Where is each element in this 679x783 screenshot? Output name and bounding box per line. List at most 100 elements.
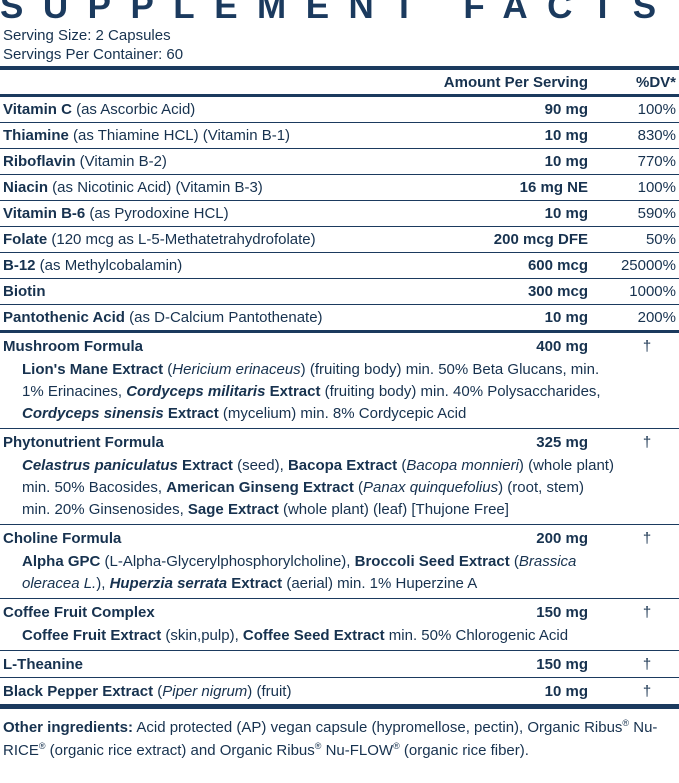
text-segment: ), [96,575,110,592]
text-segment: Cordyceps sinensis [22,405,164,422]
text-segment: Biotin [3,283,46,300]
text-segment: Bacopa monnieri [406,457,519,474]
text-segment: Phytonutrient Formula [3,433,164,451]
amount: 10 mg [544,309,588,326]
nutrient-name: Folate (120 mcg as L-5-Methatetrahydrofo… [0,231,388,248]
vitamin-rows: Vitamin C (as Ascorbic Acid) 90 mg 100% Thi… [0,97,679,333]
text-segment: Other ingredients: [3,719,134,736]
description-line: oleracea L.), Huperzia serrata Extract (… [22,573,679,595]
blend: Choline Formula 200 mg † Alpha GPC (L-Alpha… [0,525,679,599]
daily-value: 830% [637,127,676,144]
text-segment: (Vitamin B-2) [75,153,167,170]
nutrient-name: B-12 (as Methylcobalamin) [0,257,388,274]
text-segment: min. 50% Chlorogenic Acid [384,627,569,644]
nutrient-name: Black Pepper Extract (Piper nigrum) (fru… [0,683,388,700]
blend: Coffee Fruit Complex 150 mg † Coffee Fruit … [0,599,679,651]
amount: 90 mg [544,101,588,118]
text-segment: Coffee Fruit Extract [22,627,162,644]
nutrient-row: Phytonutrient Formula 325 mg † [0,429,679,455]
nutrient-name: Biotin [0,283,388,300]
nutrient-row: Niacin (as Nicotinic Acid) (Vitamin B-3)… [0,175,679,201]
text-segment: ( [353,479,363,496]
nutrient-name: Niacin (as Nicotinic Acid) (Vitamin B-3) [0,179,388,196]
nutrient-row: Vitamin C (as Ascorbic Acid) 90 mg 100% [0,97,679,123]
blend-description: Coffee Fruit Extract (skin,pulp), Coffee… [0,625,679,650]
nutrient-row: Coffee Fruit Complex 150 mg † [0,599,679,625]
text-segment: Acid protected (AP) vegan capsule (hypro… [133,719,623,736]
text-segment: Bacopa Extract [287,457,398,474]
blend-description: Lion's Mane Extract (Hericium erinaceus)… [0,359,679,428]
text-segment: Panax quinquefolius [363,479,499,496]
amount: 600 mcg [527,257,588,274]
text-segment: (whole plant) (leaf) [Thujone Free] [278,501,509,518]
text-segment: 1% Erinacines, [22,383,127,400]
blend-description: Alpha GPC (L-Alpha-Glycerylphosphorylcho… [0,551,679,598]
daily-value: 590% [637,205,676,222]
text-segment: Extract [177,457,233,474]
text-segment: ® [622,718,630,728]
amount: 300 mcg [527,283,588,300]
text-segment: Hericium erinaceus [172,361,301,378]
text-segment: (as Nicotinic Acid) (Vitamin B-3) [48,179,263,196]
text-segment: Choline Formula [3,529,122,547]
text-segment: (mycelium) min. 8% Cordycepic Acid [218,405,467,422]
text-segment: min. 20% Ginsenosides, [22,501,188,518]
nutrient-name: L-Theanine [0,656,388,673]
text-segment: oleracea L. [22,575,97,592]
blend: Mushroom Formula 400 mg † Lion's Mane Extra… [0,333,679,429]
text-segment: min. 50% Bacosides, [22,479,167,496]
text-segment: ( [397,457,407,474]
text-segment: ) (root, stem) [498,479,584,496]
text-segment: (fruiting body) min. 40% Polysaccharides… [320,383,601,400]
description-line: min. 20% Ginsenosides, Sage Extract (who… [22,499,679,521]
text-segment: Nu- [629,719,658,736]
text-segment: Mushroom Formula [3,337,144,355]
text-segment: Coffee Seed Extract [242,627,385,644]
description-line: min. 50% Bacosides, American Ginseng Ext… [22,477,679,499]
text-segment: Vitamin C [3,101,72,118]
text-segment: American Ginseng Extract [166,479,354,496]
nutrient-row: Vitamin B-6 (as Pyrodoxine HCL) 10 mg 590% [0,201,679,227]
text-segment: (120 mcg as L-5-Methatetrahydrofolate) [47,231,316,248]
daily-value: † [642,682,652,700]
nutrient-name: Riboflavin (Vitamin B-2) [0,153,388,170]
amount: 16 mg NE [519,179,588,196]
text-segment: (organic rice extract) and Organic Ribus [45,742,315,759]
text-segment: Vitamin B-6 [3,205,86,222]
text-segment: Extract [227,575,283,592]
text-segment: ( [153,682,163,700]
text-segment: Celastrus paniculatus [22,457,178,474]
text-segment: ) (fruit) [247,682,292,700]
text-segment: Nu-FLOW [321,742,394,759]
description-line: 1% Erinacines, Cordyceps militaris Extra… [22,381,679,403]
nutrient-row: Biotin 300 mcg 1000% [0,279,679,305]
nutrient-name: Thiamine (as Thiamine HCL) (Vitamin B-1) [0,127,388,144]
amount: 325 mg [536,433,588,451]
daily-value: 200% [637,309,676,326]
nutrient-name: Vitamin C (as Ascorbic Acid) [0,101,388,118]
amount: 400 mg [536,337,588,355]
description-line: Coffee Fruit Extract (skin,pulp), Coffee… [22,625,679,647]
text-segment: (as Methylcobalamin) [35,257,183,274]
header-row: Amount Per Serving %DV* [0,70,679,97]
title: SUPPLEMENT FACTS [0,0,676,26]
text-segment: B-12 [3,257,36,274]
daily-value: † [642,529,652,547]
nutrient-row: L-Theanine 150 mg † [0,651,679,677]
amount: 150 mg [536,603,588,621]
text-segment: L-Theanine [3,655,84,673]
daily-value: † [642,433,652,451]
text-segment: Thiamine [3,127,69,144]
text-segment: Pantothenic Acid [3,309,125,326]
other-ingredients: Other ingredients: Acid protected (AP) v… [0,709,679,763]
text-segment: Huperzia serrata [109,575,228,592]
text-segment: Coffee Fruit Complex [3,603,155,621]
amount: 10 mg [544,682,588,700]
text-segment: (L-Alpha-Glycerylphosphorylcholine), [100,553,355,570]
daily-value: 25000% [620,257,676,274]
nutrient-name: Phytonutrient Formula [0,434,388,451]
daily-value: 50% [645,231,676,248]
nutrient-name: Pantothenic Acid (as D-Calcium Pantothen… [0,309,388,326]
nutrient-name: Vitamin B-6 (as Pyrodoxine HCL) [0,205,388,222]
